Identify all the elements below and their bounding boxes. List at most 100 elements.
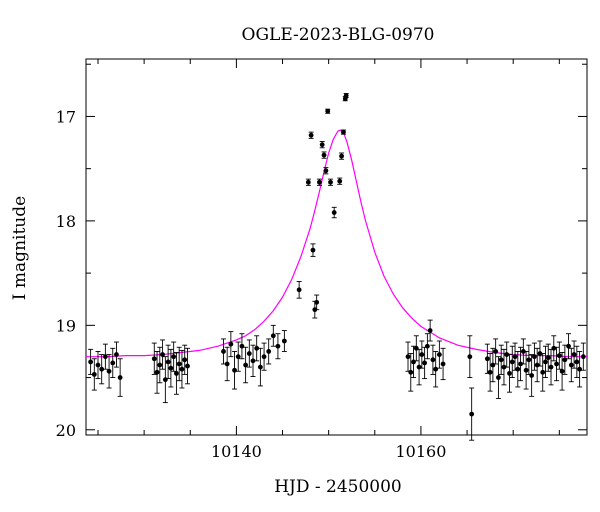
data-point bbox=[531, 342, 537, 371]
data-point bbox=[168, 348, 174, 388]
data-point bbox=[325, 108, 331, 114]
point-marker bbox=[551, 345, 557, 351]
data-point bbox=[151, 342, 157, 375]
point-marker bbox=[102, 354, 108, 360]
point-marker bbox=[496, 375, 501, 380]
data-point bbox=[559, 352, 565, 391]
point-marker bbox=[493, 349, 499, 354]
data-point bbox=[551, 335, 557, 362]
point-marker bbox=[250, 358, 256, 364]
point-marker bbox=[154, 369, 160, 375]
data-point bbox=[512, 342, 518, 371]
data-point bbox=[408, 353, 414, 392]
point-marker bbox=[467, 354, 473, 360]
point-marker bbox=[526, 357, 532, 363]
data-point bbox=[548, 348, 554, 386]
point-marker bbox=[323, 168, 329, 174]
point-marker bbox=[179, 366, 185, 372]
data-point bbox=[540, 353, 546, 392]
data-point bbox=[165, 344, 171, 380]
axis-ticks bbox=[86, 59, 587, 435]
data-point bbox=[160, 339, 166, 370]
point-marker bbox=[281, 338, 287, 344]
point-marker bbox=[566, 343, 571, 349]
data-point bbox=[498, 344, 504, 375]
data-point bbox=[501, 348, 507, 386]
point-marker bbox=[571, 352, 577, 357]
point-marker bbox=[540, 369, 546, 375]
point-marker bbox=[484, 356, 490, 362]
point-marker bbox=[91, 372, 97, 377]
point-marker bbox=[331, 210, 337, 215]
data-point bbox=[321, 151, 327, 159]
point-marker bbox=[529, 373, 535, 378]
data-point bbox=[545, 343, 551, 372]
data-point bbox=[574, 345, 580, 379]
point-marker bbox=[537, 351, 543, 356]
data-point bbox=[91, 358, 97, 391]
data-point bbox=[314, 294, 320, 311]
data-point bbox=[340, 129, 346, 135]
data-point bbox=[422, 346, 428, 380]
data-point bbox=[239, 333, 245, 360]
data-point bbox=[310, 243, 316, 257]
data-point bbox=[257, 347, 263, 387]
data-point bbox=[99, 354, 105, 385]
point-marker bbox=[157, 362, 163, 368]
data-points bbox=[88, 93, 586, 441]
data-point bbox=[117, 358, 123, 397]
data-point bbox=[405, 341, 411, 372]
point-marker bbox=[243, 362, 249, 368]
point-marker bbox=[317, 179, 322, 185]
model-curve bbox=[86, 129, 587, 358]
point-marker bbox=[427, 328, 433, 333]
point-marker bbox=[275, 343, 281, 349]
y-tick-label: 18 bbox=[56, 212, 76, 231]
point-marker bbox=[411, 359, 416, 365]
point-marker bbox=[545, 355, 551, 361]
data-point bbox=[296, 281, 302, 299]
data-point bbox=[433, 350, 439, 388]
point-marker bbox=[419, 352, 425, 357]
x-tick-label: 10160 bbox=[395, 442, 446, 461]
data-point bbox=[173, 352, 179, 395]
data-point bbox=[526, 344, 532, 375]
point-marker bbox=[88, 359, 94, 365]
data-point bbox=[110, 347, 116, 379]
data-point bbox=[430, 344, 436, 375]
data-point bbox=[261, 342, 267, 371]
data-point bbox=[88, 348, 94, 375]
point-marker bbox=[543, 359, 548, 365]
data-point bbox=[504, 341, 510, 368]
point-marker bbox=[224, 361, 230, 367]
point-marker bbox=[235, 354, 241, 360]
data-point bbox=[154, 350, 160, 394]
data-point bbox=[487, 353, 493, 392]
data-point bbox=[157, 346, 163, 384]
data-point bbox=[493, 338, 499, 365]
point-marker bbox=[221, 349, 226, 354]
y-tick-label: 19 bbox=[56, 316, 76, 335]
point-marker bbox=[440, 361, 446, 367]
point-marker bbox=[310, 247, 316, 253]
data-point bbox=[243, 346, 249, 384]
point-marker bbox=[296, 287, 302, 293]
point-marker bbox=[408, 369, 414, 375]
point-marker bbox=[512, 354, 518, 360]
point-marker bbox=[254, 345, 260, 351]
data-point bbox=[566, 333, 572, 360]
point-marker bbox=[487, 369, 493, 375]
data-point bbox=[162, 356, 168, 404]
data-point bbox=[281, 330, 287, 352]
point-marker bbox=[182, 357, 188, 363]
data-point bbox=[331, 206, 337, 219]
data-point bbox=[319, 141, 325, 149]
data-point bbox=[305, 178, 311, 186]
data-point bbox=[440, 347, 446, 381]
point-marker bbox=[520, 349, 526, 354]
data-point bbox=[343, 93, 349, 99]
point-marker bbox=[405, 354, 411, 360]
point-marker bbox=[117, 375, 123, 380]
data-point bbox=[275, 333, 281, 360]
data-point bbox=[113, 341, 119, 368]
